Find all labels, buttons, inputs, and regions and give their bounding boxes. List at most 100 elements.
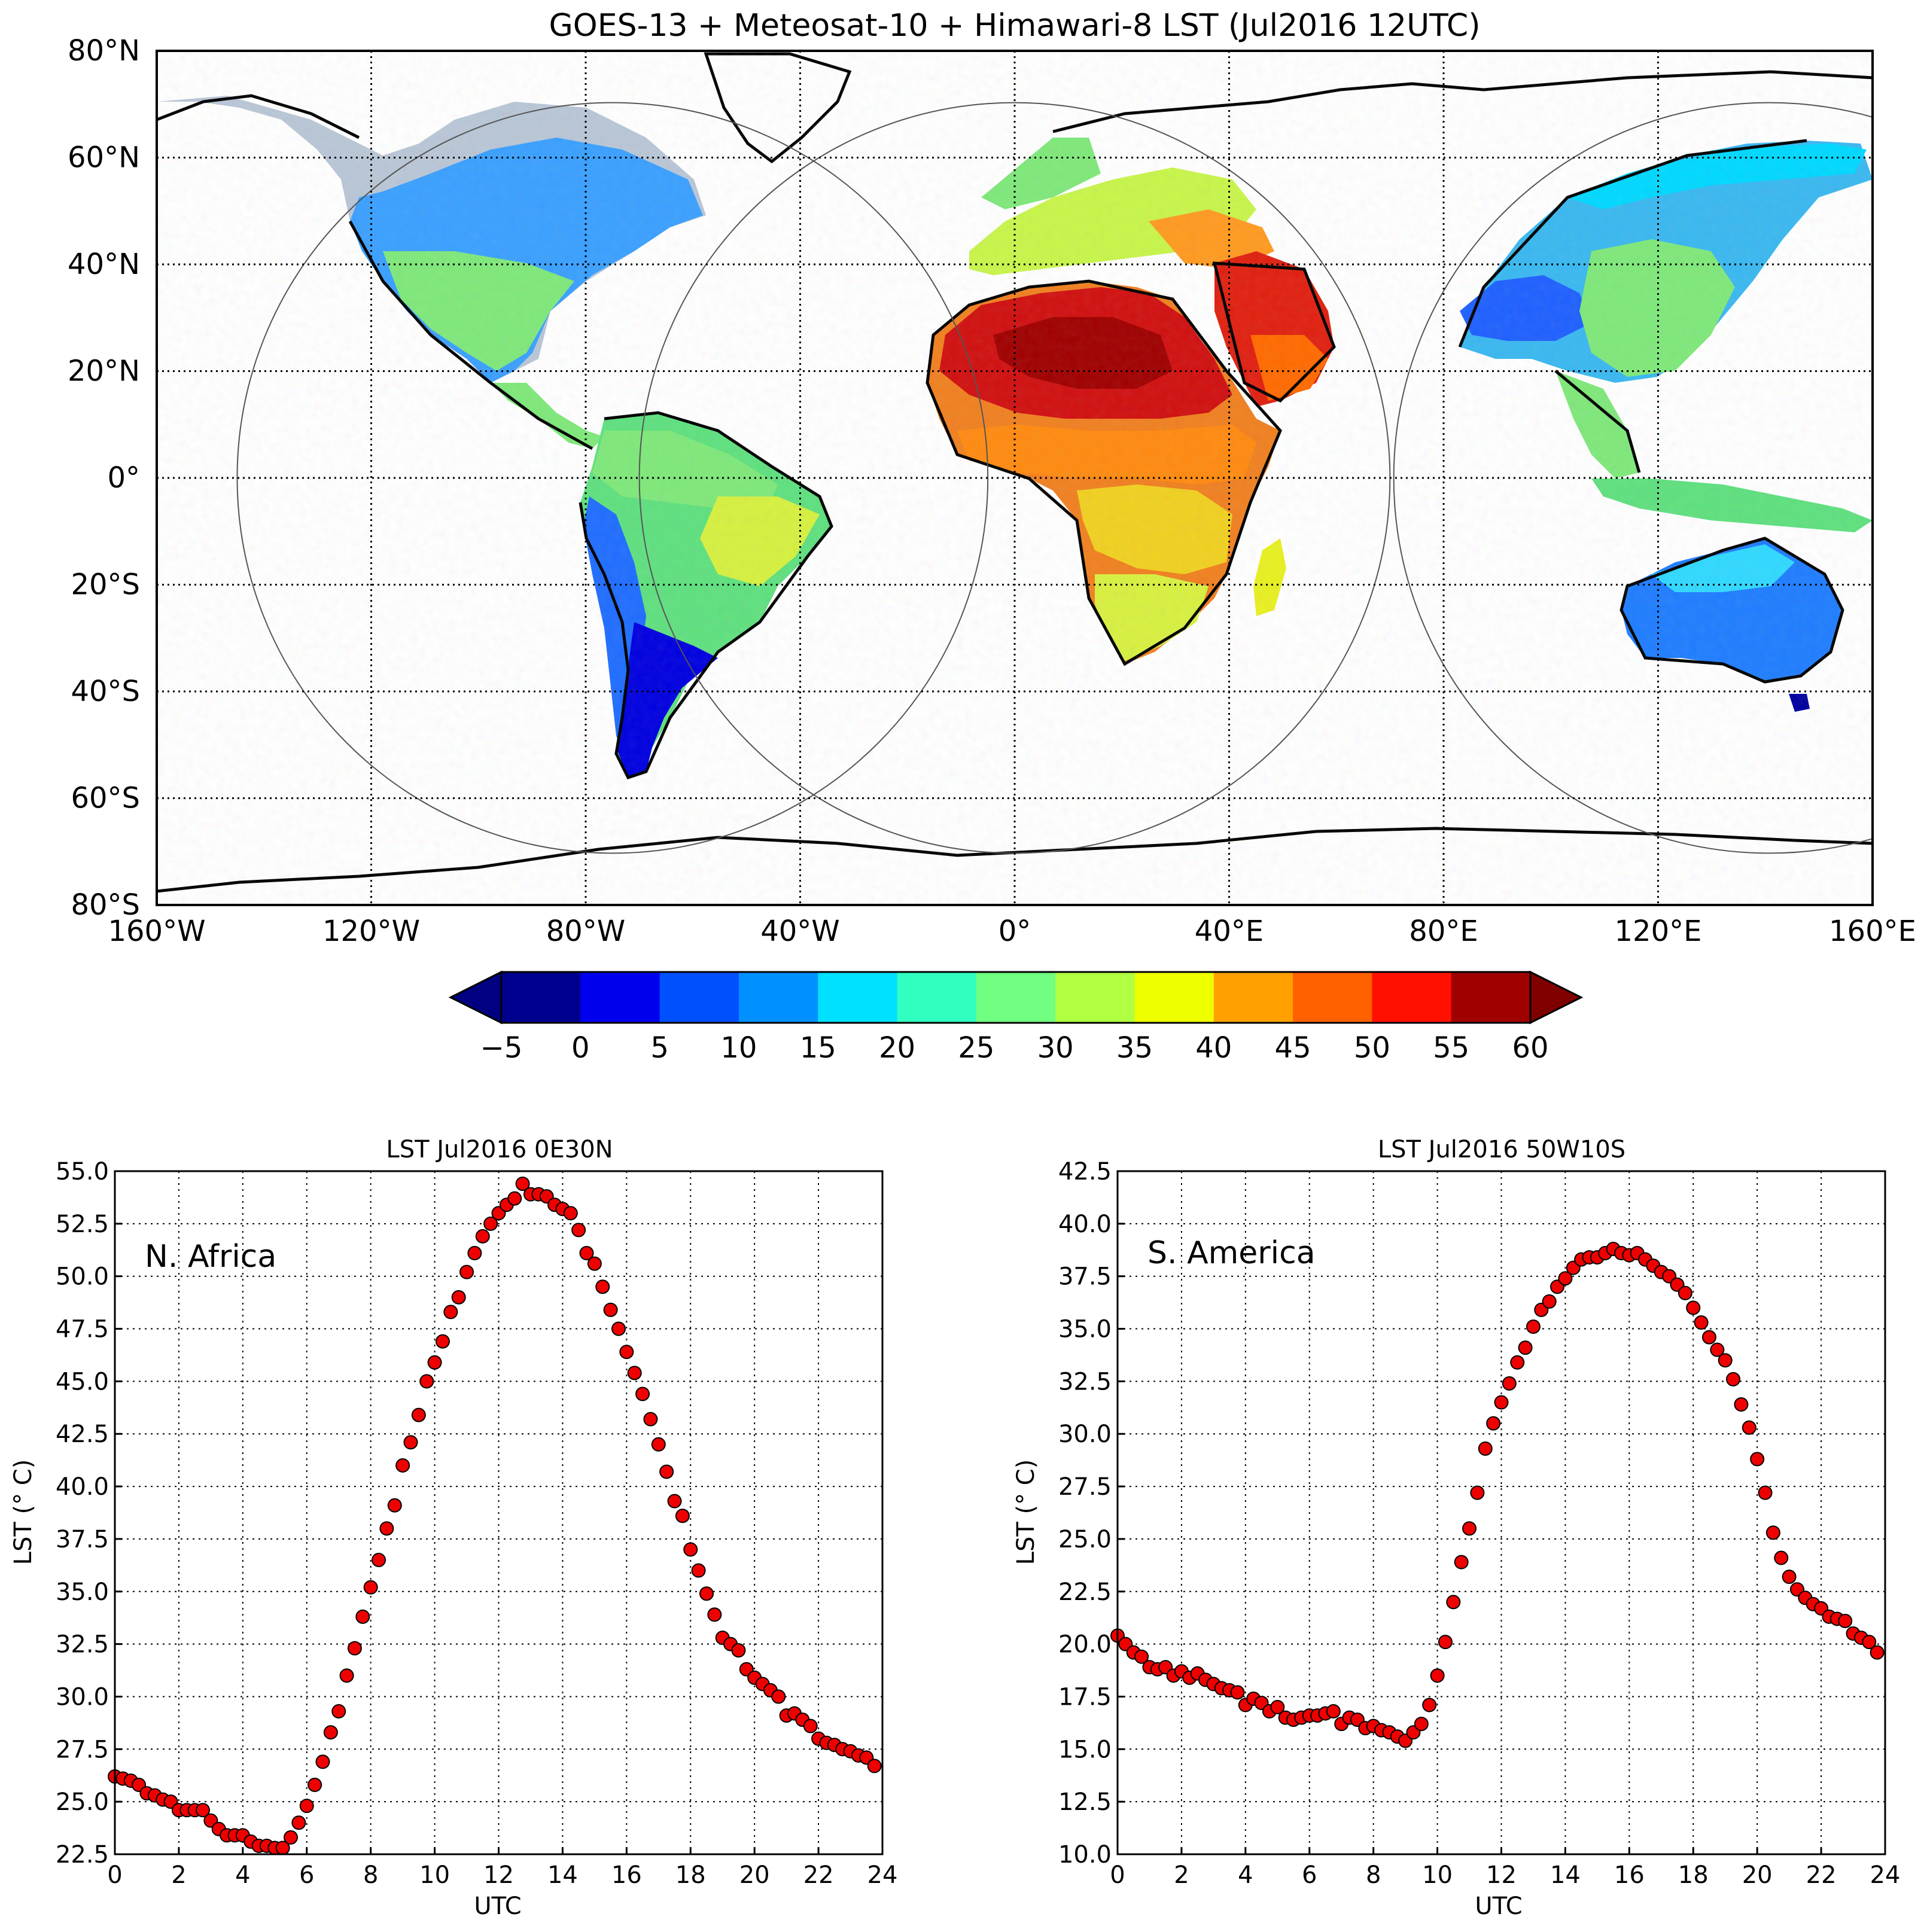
colorbar-swatch bbox=[1451, 972, 1531, 1023]
data-point bbox=[1542, 1294, 1557, 1309]
data-point bbox=[1678, 1285, 1692, 1300]
x-tick-label: 14 bbox=[1550, 1861, 1581, 1889]
data-point bbox=[1414, 1717, 1429, 1732]
x-tick-label: 10 bbox=[419, 1861, 450, 1889]
y-tick-label: 42.5 bbox=[56, 1421, 109, 1448]
map-y-tick-labels: 80°N 60°N 40°N 20°N 0° 20°S 40°S 60°S 80°S bbox=[68, 34, 140, 922]
data-point bbox=[579, 1246, 594, 1261]
data-point bbox=[395, 1458, 410, 1473]
data-point bbox=[1510, 1355, 1525, 1370]
y-tick-label: 35.0 bbox=[1058, 1316, 1112, 1343]
map-x-tick-label: 120°W bbox=[322, 915, 420, 948]
data-point bbox=[284, 1830, 299, 1845]
y-tick-label: 25.0 bbox=[56, 1788, 109, 1816]
data-point bbox=[683, 1542, 698, 1557]
y-tick-label: 35.0 bbox=[56, 1578, 109, 1606]
data-point bbox=[308, 1778, 322, 1793]
data-point bbox=[355, 1609, 370, 1624]
data-point bbox=[651, 1437, 666, 1452]
data-point bbox=[1454, 1555, 1469, 1570]
x-tick-label: 4 bbox=[1238, 1861, 1253, 1889]
colorbar-swatch bbox=[897, 972, 977, 1023]
data-point bbox=[1701, 1330, 1716, 1345]
data-point bbox=[379, 1521, 394, 1536]
data-point bbox=[1326, 1704, 1341, 1719]
map-y-tick-label: 80°N bbox=[68, 34, 140, 68]
data-point bbox=[699, 1586, 714, 1601]
data-point bbox=[1782, 1570, 1797, 1584]
x-tick-label: 22 bbox=[1806, 1861, 1837, 1889]
data-point bbox=[803, 1718, 818, 1733]
x-tick-label: 2 bbox=[171, 1861, 186, 1889]
xlabel-north-africa: UTC bbox=[474, 1893, 521, 1920]
ylabel-south-america: LST (° C) bbox=[1012, 1459, 1040, 1565]
map-gridlines bbox=[157, 51, 1873, 905]
data-point bbox=[323, 1725, 338, 1740]
data-point bbox=[1462, 1521, 1477, 1536]
data-point bbox=[627, 1366, 642, 1381]
x-tick-label: 6 bbox=[1302, 1861, 1317, 1889]
y-tick-label: 10.0 bbox=[1058, 1841, 1112, 1869]
data-point bbox=[611, 1321, 626, 1336]
y-tick-label: 32.5 bbox=[56, 1631, 109, 1659]
data-point bbox=[1742, 1420, 1756, 1435]
colorbar-swatch bbox=[738, 972, 818, 1023]
data-point bbox=[435, 1334, 450, 1349]
data-point bbox=[675, 1509, 690, 1523]
satellite-disk-goes-13 bbox=[236, 102, 989, 854]
map-y-tick-label: 40°N bbox=[68, 248, 140, 281]
x-tick-label: 20 bbox=[739, 1861, 770, 1889]
map-title: GOES-13 + Meteosat-10 + Himawari-8 LST (… bbox=[549, 8, 1481, 44]
data-point bbox=[635, 1386, 650, 1401]
colorbar-swatch bbox=[1213, 972, 1293, 1023]
data-point bbox=[587, 1256, 602, 1271]
colorbar-tick-label: 30 bbox=[1037, 1031, 1074, 1065]
colorbar-tick-label: 15 bbox=[800, 1031, 836, 1065]
data-point bbox=[1558, 1271, 1573, 1286]
data-point bbox=[443, 1305, 458, 1320]
map-panel: GOES-13 + Meteosat-10 + Himawari-8 LST (… bbox=[68, 8, 1916, 1065]
x-tick-label: 16 bbox=[611, 1861, 642, 1889]
y-tick-label: 55.0 bbox=[56, 1158, 109, 1186]
data-point bbox=[1486, 1416, 1501, 1431]
colorbar-tick-label: −5 bbox=[480, 1031, 523, 1065]
data-point bbox=[515, 1177, 530, 1191]
map-x-tick-label: 80°W bbox=[546, 915, 626, 948]
data-point bbox=[659, 1464, 674, 1479]
map-x-tick-label: 120°E bbox=[1615, 915, 1702, 948]
map-x-tick-label: 160°E bbox=[1829, 915, 1916, 948]
y-tick-label: 22.5 bbox=[56, 1841, 109, 1869]
map-y-tick-label: 0° bbox=[107, 461, 140, 495]
colorbar-under-arrow bbox=[448, 970, 503, 1025]
data-point bbox=[419, 1374, 434, 1389]
scatter-panel-north-africa: 0 2 4 6 8 10 12 14 16 18 20 22 2422.525.027.530.032.… bbox=[10, 1136, 897, 1920]
colorbar-swatch bbox=[818, 972, 898, 1023]
y-tick-label: 45.0 bbox=[56, 1368, 109, 1395]
y-tick-label: 12.5 bbox=[1058, 1788, 1112, 1816]
data-point bbox=[387, 1498, 402, 1513]
data-point bbox=[1518, 1340, 1533, 1355]
data-point bbox=[1870, 1645, 1885, 1660]
y-tick-label: 47.5 bbox=[56, 1316, 109, 1343]
data-point bbox=[1526, 1320, 1541, 1334]
colorbar: −5 0 5 10 15 20 25 30 35 40 45 50 55 60 bbox=[448, 970, 1584, 1065]
y-tick-label: 27.5 bbox=[56, 1736, 109, 1763]
data-point bbox=[467, 1246, 482, 1261]
colorbar-tick-label: 25 bbox=[958, 1031, 994, 1065]
y-tick-label: 27.5 bbox=[1058, 1473, 1112, 1501]
data-point bbox=[731, 1643, 746, 1658]
data-point bbox=[1438, 1635, 1453, 1650]
y-tick-label: 37.5 bbox=[56, 1526, 109, 1553]
data-point bbox=[1734, 1397, 1749, 1412]
x-tick-label: 6 bbox=[299, 1861, 314, 1889]
map-y-tick-label: 80°S bbox=[71, 888, 140, 922]
plot-frame bbox=[114, 1170, 884, 1855]
y-tick-label: 25.0 bbox=[1058, 1526, 1112, 1553]
data-point bbox=[1686, 1300, 1701, 1315]
colorbar-tick-label: 0 bbox=[571, 1031, 590, 1065]
data-point bbox=[563, 1206, 578, 1221]
data-point bbox=[1774, 1550, 1789, 1565]
data-point bbox=[331, 1704, 346, 1719]
data-point bbox=[771, 1689, 786, 1704]
